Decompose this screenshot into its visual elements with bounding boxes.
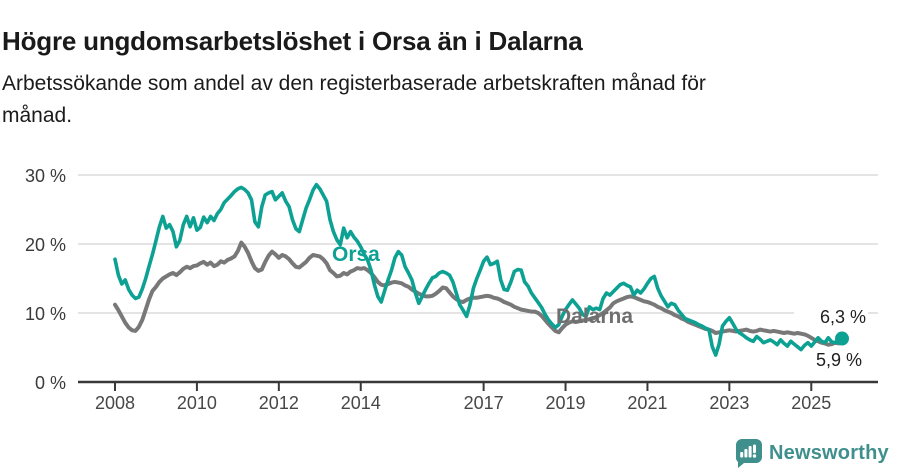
x-tick-label: 2019 xyxy=(546,393,586,413)
page-title: Högre ungdomsarbetslöshet i Orsa än i Da… xyxy=(2,26,583,57)
x-tick-label: 2023 xyxy=(709,393,749,413)
x-tick-label: 2010 xyxy=(177,393,217,413)
y-tick-label: 30 % xyxy=(25,166,66,186)
newsworthy-logo: Newsworthy xyxy=(735,439,889,468)
y-tick-label: 20 % xyxy=(25,235,66,255)
bar-chart-speech-bubble-icon xyxy=(735,439,762,468)
x-tick-label: 2017 xyxy=(464,393,504,413)
brand-name: Newsworthy xyxy=(769,442,889,464)
x-tick-label: 2012 xyxy=(259,393,299,413)
orsa-line xyxy=(113,182,844,357)
series-label-orsa: Orsa xyxy=(332,243,380,266)
x-tick-label: 2014 xyxy=(341,393,381,413)
y-tick-label: 10 % xyxy=(25,304,66,324)
x-tick-label: 2025 xyxy=(791,393,831,413)
y-tick-label: 0 % xyxy=(35,373,66,393)
subtitle-line-1: Arbetssökande som andel av den registerb… xyxy=(2,72,706,95)
series-label-dalarna: Dalarna xyxy=(556,305,634,328)
subtitle-line-2: månad. xyxy=(2,104,73,127)
x-tick-label: 2021 xyxy=(627,393,667,413)
chart-subtitle: Arbetssökande som andel av den registerb… xyxy=(2,68,706,132)
end-value-label-orsa: 6,3 % xyxy=(794,307,868,328)
dalarna-line xyxy=(113,240,844,347)
x-tick-label: 2008 xyxy=(95,393,135,413)
orsa-end-dot xyxy=(835,331,849,346)
end-value-label-dalarna: 5,9 % xyxy=(815,350,862,370)
